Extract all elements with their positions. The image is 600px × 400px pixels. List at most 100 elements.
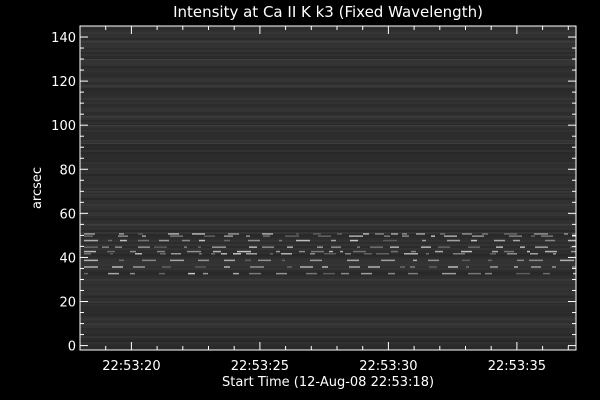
heatmap-row [80,262,576,264]
faint-row [80,323,576,325]
heatmap-row [80,342,576,344]
bright-streak [84,259,98,262]
bright-streak [541,235,553,237]
bright-streak [262,233,273,235]
heatmap-row [80,220,576,222]
heatmap-row [80,316,576,318]
heatmap-row [80,124,576,126]
bright-streak [390,246,399,248]
heatmap-row [80,324,576,326]
heatmap-row [80,326,576,328]
y-tick-label: 20 [59,296,76,311]
faint-row [80,85,576,87]
faint-row [80,292,576,294]
bright-streak [391,233,398,235]
bright-streak [529,259,543,262]
bright-streak [404,253,418,255]
heatmap-row [80,268,576,270]
bright-streak [572,266,576,268]
heatmap-row [80,296,576,298]
bright-streak [162,266,171,268]
bright-streak [572,233,576,235]
bright-streak [119,259,124,262]
heatmap-row [80,178,576,180]
heatmap-row [80,218,576,220]
heatmap-row [80,236,576,238]
bright-streak [311,250,324,253]
bright-streak [448,266,458,268]
bright-streak [246,235,250,237]
bright-streak [447,239,460,242]
heatmap-row [80,212,576,214]
bright-streak [340,250,343,253]
bright-streak [211,253,215,255]
heatmap-row [80,192,576,194]
bright-streak [203,272,208,275]
bright-streak [353,250,366,253]
heatmap-row [80,56,576,58]
heatmap-row [80,26,576,28]
bright-streak [118,235,128,237]
heatmap-row [80,234,576,236]
bright-streak [509,235,522,237]
heatmap-row [80,136,576,138]
bright-streak [531,235,535,237]
chart-title: Intensity at Ca II K k3 (Fixed Wavelengt… [173,3,483,21]
bright-streak [154,246,167,248]
heatmap-row [80,280,576,282]
bright-streak [198,246,201,248]
bright-streak [410,266,415,268]
heatmap-row [80,98,576,100]
faint-row [80,59,576,61]
bright-streak [468,272,481,275]
bright-streak [84,253,91,255]
heatmap-row [80,60,576,62]
bright-streak [170,259,184,262]
bright-streak [138,246,150,248]
bright-streak [263,235,270,237]
heatmap-row [80,254,576,256]
faint-row [80,142,576,144]
bright-streak [438,246,450,248]
heatmap-row [80,314,576,316]
heatmap-row [80,294,576,296]
heatmap-row [80,52,576,54]
bright-streak [296,239,310,242]
bright-streak [310,253,315,255]
bright-streak [281,253,292,255]
heatmap-row [80,322,576,324]
heatmap-row [80,88,576,90]
heatmap-row [80,330,576,332]
heatmap-row [80,302,576,304]
heatmap-row [80,48,576,50]
bright-streak [331,246,341,248]
heatmap-row [80,132,576,134]
bright-streak [130,272,135,275]
bright-streak [276,272,287,275]
heatmap-image [80,26,576,350]
heatmap-row [80,102,576,104]
bright-streak [138,239,149,242]
heatmap-row [80,210,576,212]
bright-streak [520,246,525,248]
bright-streak [408,272,418,275]
heatmap-row [80,184,576,186]
bright-streak [171,253,181,255]
bright-streak [248,239,260,242]
bright-streak [108,272,119,275]
heatmap-row [80,196,576,198]
bright-streak [249,246,257,248]
bright-streak [224,259,235,262]
y-tick-label: 80 [59,163,76,178]
heatmap-row [80,282,576,284]
heatmap-row [80,172,576,174]
bright-streak [435,250,443,253]
heatmap-row [80,150,576,152]
bright-streak [421,246,431,248]
heatmap-row [80,238,576,240]
heatmap-row [80,200,576,202]
heatmap-row [80,308,576,310]
bright-streak [198,259,209,262]
y-tick-label: 100 [51,119,76,134]
bright-streak [568,239,576,242]
